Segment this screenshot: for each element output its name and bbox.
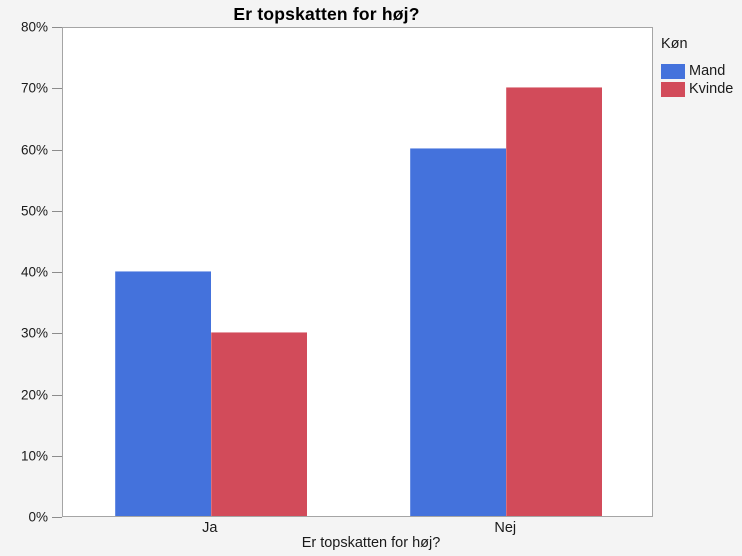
- bar-nej-mand[interactable]: [410, 148, 506, 516]
- y-tick-mark: [52, 272, 62, 273]
- legend-items: Mand Kvinde: [661, 63, 733, 97]
- y-tick-mark: [52, 27, 62, 28]
- legend-item-mand[interactable]: Mand: [661, 63, 733, 79]
- x-category-label-ja: Ja: [202, 520, 218, 536]
- y-tick-label: 70%: [20, 80, 48, 96]
- legend-label-kvinde: Kvinde: [689, 81, 734, 97]
- bar-ja-kvinde[interactable]: [211, 332, 307, 516]
- y-tick-mark: [52, 88, 62, 90]
- y-tick-label: 50%: [20, 203, 48, 218]
- plot-area: [62, 27, 653, 517]
- legend-label-mand: Mand: [689, 63, 726, 79]
- y-tick-mark: [52, 333, 62, 335]
- y-tick-mark: [52, 394, 62, 396]
- y-tick-mark: [52, 455, 62, 457]
- bar-ja-mand[interactable]: [115, 271, 211, 516]
- legend-title: Køn: [661, 36, 688, 52]
- y-tick-mark: [52, 517, 62, 518]
- y-tick-mark: [52, 210, 62, 212]
- y-tick-label: 80%: [20, 19, 48, 35]
- y-tick-label: 30%: [20, 325, 48, 341]
- y-tick-mark: [52, 149, 62, 151]
- y-tick-label: 60%: [20, 141, 48, 157]
- y-tick-label: 40%: [20, 264, 48, 280]
- legend: Køn Mand Kvinde: [661, 36, 733, 99]
- legend-swatch-mand: [661, 63, 685, 79]
- x-category-label-nej: Nej: [494, 520, 517, 536]
- y-tick-label: 20%: [20, 386, 48, 402]
- chart-title: Er topskatten for høj?: [233, 4, 420, 24]
- x-axis-title: Er topskatten for høj?: [301, 535, 441, 551]
- y-tick-label: 0%: [28, 509, 48, 525]
- legend-item-kvinde[interactable]: Kvinde: [661, 81, 733, 97]
- bar-nej-kvinde[interactable]: [506, 87, 602, 516]
- y-tick-label: 10%: [20, 448, 48, 463]
- legend-swatch-kvinde: [661, 81, 685, 97]
